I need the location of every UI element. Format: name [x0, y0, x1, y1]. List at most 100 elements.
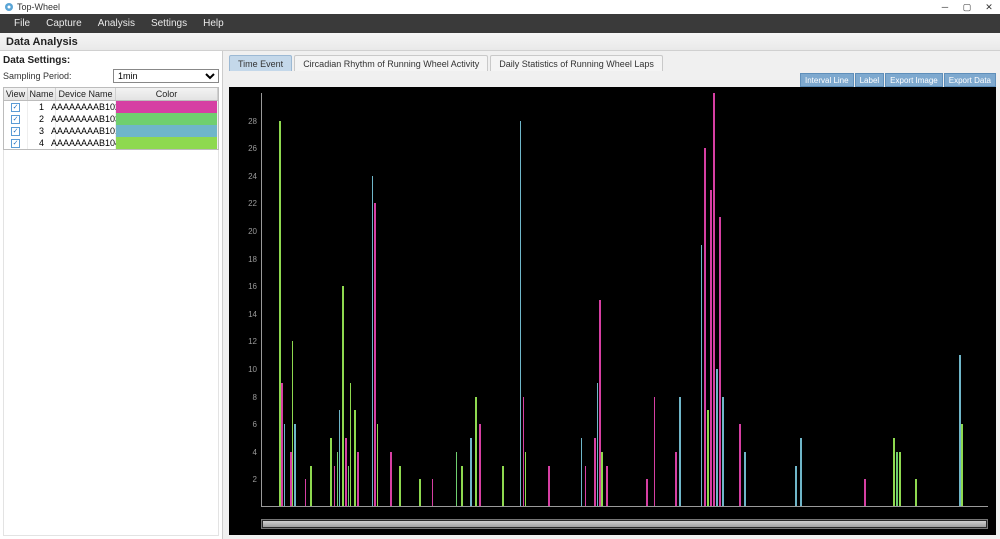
chart-spike: [419, 479, 421, 507]
device-row: 1AAAAAAAAB102: [4, 101, 218, 113]
sampling-period-select[interactable]: 1min: [113, 69, 219, 83]
window-title: Top-Wheel: [17, 2, 60, 12]
y-tick-label: 8: [241, 393, 257, 402]
data-settings-heading: Data Settings:: [3, 55, 219, 66]
chart-spike: [284, 424, 286, 507]
chart-spike: [701, 245, 703, 507]
y-tick-label: 20: [241, 227, 257, 236]
device-color-cell: [116, 113, 218, 125]
device-color-swatch[interactable]: [116, 137, 217, 149]
y-tick-label: 14: [241, 310, 257, 319]
chart-spike: [795, 466, 797, 507]
menu-capture[interactable]: Capture: [38, 14, 90, 33]
toolbar-button[interactable]: Label: [855, 73, 885, 87]
device-color-cell: [116, 101, 218, 113]
chart-spike: [350, 383, 352, 507]
menu-file[interactable]: File: [6, 14, 38, 33]
minimize-button[interactable]: ─: [934, 0, 956, 14]
chart-spike: [502, 466, 504, 507]
col-header-name: Name: [28, 88, 56, 100]
chart-spike: [899, 452, 901, 507]
chart-spike: [716, 369, 718, 507]
tab[interactable]: Circadian Rhythm of Running Wheel Activi…: [294, 55, 488, 71]
chart-spike: [654, 397, 656, 507]
device-color-swatch[interactable]: [116, 101, 217, 113]
sampling-period-label: Sampling Period:: [3, 71, 113, 81]
chart-spike: [710, 190, 712, 507]
device-view-checkbox[interactable]: [11, 127, 20, 136]
y-tick-label: 28: [241, 117, 257, 126]
device-table: View Name Device Name Color 1AAAAAAAAB10…: [3, 87, 219, 150]
chart-spike: [339, 410, 341, 507]
y-tick-label: 12: [241, 337, 257, 346]
chart-spike: [893, 438, 895, 507]
col-header-device: Device Name: [56, 88, 116, 100]
chart-spike: [525, 452, 527, 507]
left-panel: Data Settings: Sampling Period: 1min Vie…: [0, 51, 223, 539]
menubar: File Capture Analysis Settings Help: [0, 14, 1000, 33]
chart[interactable]: 246810121416182022242628: [229, 87, 996, 535]
chart-spike: [585, 466, 587, 507]
chart-spike: [646, 479, 648, 507]
chart-spike: [739, 424, 741, 507]
sampling-row: Sampling Period: 1min: [3, 69, 219, 83]
chart-spike: [520, 121, 522, 507]
chart-area: 246810121416182022242628: [229, 87, 996, 535]
titlebar: Top-Wheel ─ ▢ ✕: [0, 0, 1000, 14]
chart-spike: [707, 410, 709, 507]
scrollbar-thumb[interactable]: [263, 521, 986, 527]
y-axis: [261, 93, 262, 507]
y-tick-label: 6: [241, 420, 257, 429]
device-id-cell: AAAAAAAAB101: [56, 125, 116, 137]
chart-spike: [305, 479, 307, 507]
y-tick-label: 10: [241, 365, 257, 374]
chart-spike: [606, 466, 608, 507]
chart-spike: [461, 466, 463, 507]
y-tick-label: 16: [241, 282, 257, 291]
chart-spike: [601, 452, 603, 507]
device-id-cell: AAAAAAAAB102: [56, 101, 116, 113]
chart-spike: [864, 479, 866, 507]
chart-spike: [475, 397, 477, 507]
chart-spike: [961, 424, 963, 507]
maximize-button[interactable]: ▢: [956, 0, 978, 14]
device-table-header: View Name Device Name Color: [4, 88, 218, 101]
device-id-cell: AAAAAAAAB104: [56, 137, 116, 149]
toolbar-button[interactable]: Export Image: [885, 73, 943, 87]
close-button[interactable]: ✕: [978, 0, 1000, 14]
device-view-checkbox[interactable]: [11, 103, 20, 112]
chart-horizontal-scrollbar[interactable]: [261, 519, 988, 529]
y-tick-label: 18: [241, 255, 257, 264]
y-tick-label: 26: [241, 144, 257, 153]
left-panel-empty: [3, 150, 219, 536]
menu-analysis[interactable]: Analysis: [90, 14, 143, 33]
device-view-checkbox[interactable]: [11, 115, 20, 124]
toolbar-button[interactable]: Interval Line: [800, 73, 854, 87]
tab[interactable]: Time Event: [229, 55, 292, 71]
tab[interactable]: Daily Statistics of Running Wheel Laps: [490, 55, 663, 71]
device-row: 3AAAAAAAAB101: [4, 125, 218, 137]
chart-spike: [800, 438, 802, 507]
device-row: 4AAAAAAAAB104: [4, 137, 218, 149]
tab-strip: Time EventCircadian Rhythm of Running Wh…: [229, 55, 996, 71]
col-header-color: Color: [116, 88, 218, 100]
chart-spike: [456, 452, 458, 507]
chart-spike: [399, 466, 401, 507]
chart-spike: [479, 424, 481, 507]
device-color-swatch[interactable]: [116, 113, 217, 125]
menu-settings[interactable]: Settings: [143, 14, 195, 33]
chart-spike: [470, 438, 472, 507]
device-id-cell: AAAAAAAAB103: [56, 113, 116, 125]
device-color-swatch[interactable]: [116, 125, 217, 137]
chart-spike: [675, 452, 677, 507]
menu-help[interactable]: Help: [195, 14, 232, 33]
chart-spike: [594, 438, 596, 507]
chart-spike: [342, 286, 344, 507]
main-area: Data Settings: Sampling Period: 1min Vie…: [0, 51, 1000, 539]
device-view-checkbox[interactable]: [11, 139, 20, 148]
chart-spike: [548, 466, 550, 507]
chart-spike: [372, 176, 374, 507]
toolbar-button[interactable]: Export Data: [944, 73, 996, 87]
y-tick-label: 4: [241, 448, 257, 457]
section-header: Data Analysis: [0, 33, 1000, 51]
